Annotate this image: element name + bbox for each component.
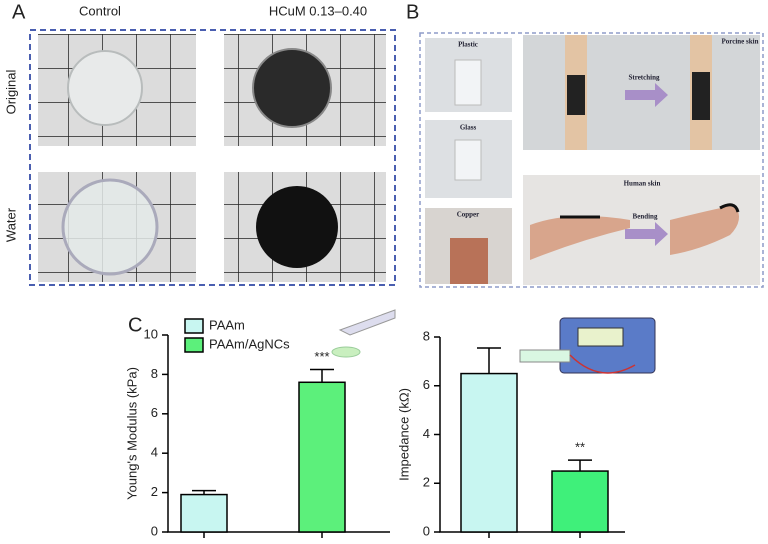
y-tick-label: 6 <box>151 405 158 420</box>
significance: *** <box>314 349 329 364</box>
panel-label: C <box>128 314 142 336</box>
error-bar <box>568 459 592 472</box>
y-tick-label: 0 <box>423 523 430 538</box>
bar <box>460 372 518 533</box>
instrument-icons <box>331 309 656 374</box>
row-label: Original <box>3 69 18 114</box>
y-tick-label: 2 <box>423 475 430 490</box>
y-tick-label: 0 <box>151 523 158 538</box>
bar <box>298 381 346 533</box>
legend-label: PAAm <box>209 317 245 332</box>
column-label: Control <box>79 3 121 18</box>
y-tick-label: 4 <box>151 445 158 460</box>
legend-swatch <box>184 318 204 334</box>
panel-label: B <box>406 1 419 23</box>
photo-caption: Copper <box>457 211 480 219</box>
y-tick-label: 2 <box>151 484 158 499</box>
bar <box>180 493 228 533</box>
row-label: Water <box>3 207 18 242</box>
photo-caption: Stretching <box>629 74 660 82</box>
error-bar <box>192 489 216 495</box>
photo-caption: Glass <box>460 124 477 132</box>
panel-label: A <box>12 1 26 23</box>
y-tick-label: 8 <box>423 328 430 343</box>
y-axis-label: Young's Modulus (kPa) <box>124 367 139 500</box>
y-tick-label: 4 <box>423 426 430 441</box>
photo-caption: Human skin <box>624 180 661 188</box>
y-tick-label: 8 <box>151 366 158 381</box>
y-tick-label: 6 <box>423 377 430 392</box>
y-axis-label: Impedance (kΩ) <box>396 388 411 481</box>
column-label: HCuM 0.13–0.40 <box>269 3 367 18</box>
error-bar <box>477 347 501 374</box>
y-tick-label: 10 <box>144 326 158 341</box>
photo-caption: Bending <box>633 213 658 221</box>
photo-caption: Plastic <box>458 41 478 49</box>
legend-swatch <box>184 337 204 353</box>
error-bar <box>310 368 334 383</box>
bar <box>551 470 609 533</box>
photo-a <box>29 29 396 286</box>
photo-caption: Porcine skin <box>721 38 758 46</box>
photo-b <box>419 32 764 288</box>
significance: ** <box>575 440 585 455</box>
legend-label: PAAm/AgNCs <box>209 336 290 351</box>
